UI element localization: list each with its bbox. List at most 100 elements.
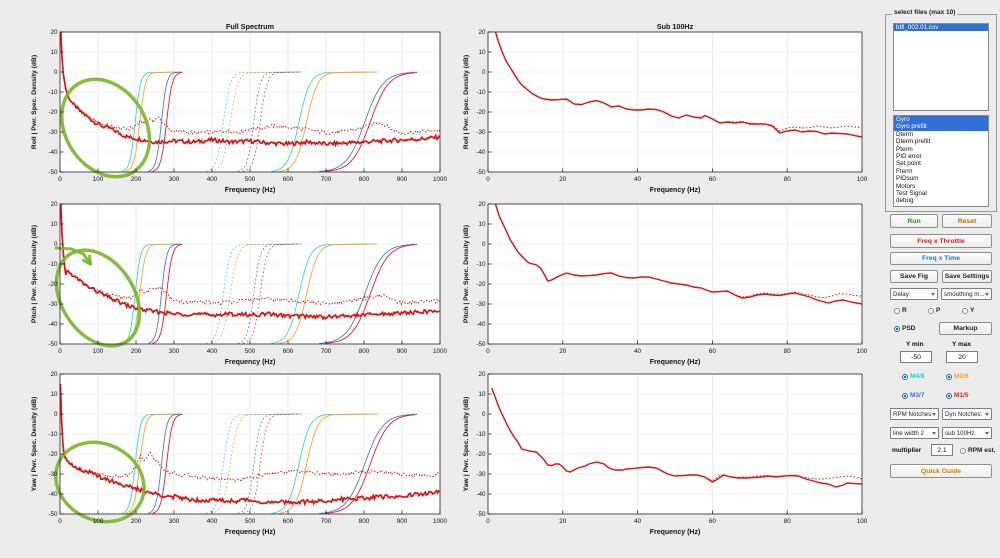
- y-min-field[interactable]: -50: [900, 351, 932, 363]
- plot-pitch-full-spectrum: 0 100 200 300 400 500 600 700 800 900 1000 -50 -40 -3…: [28, 194, 448, 375]
- motor-curve-m2-6-2x: [211, 71, 297, 172]
- y-tick-label: -40: [476, 321, 486, 328]
- chevron-down-icon: [985, 431, 989, 435]
- y-tick-label: -50: [476, 341, 486, 348]
- run-button-label: Run: [907, 217, 921, 225]
- x-tick-label: 40: [634, 176, 642, 183]
- y-tick-label: 20: [478, 201, 486, 208]
- pitch-radio[interactable]: P: [928, 307, 940, 314]
- y-tick-label: -20: [48, 281, 58, 288]
- motor-curve-m2-6-2x: [211, 243, 297, 344]
- y-tick-label: 20: [478, 29, 486, 36]
- save-settings-label: Save Settings: [944, 273, 990, 280]
- line-width-dropdown[interactable]: line width 2: [890, 427, 939, 439]
- y-tick-label: 10: [50, 49, 58, 56]
- signal-list-item[interactable]: Test Signal: [896, 189, 927, 197]
- x-tick-label: 700: [321, 176, 332, 183]
- motor-toggle-m3-7[interactable]: M3/7: [902, 392, 924, 399]
- roll-radio[interactable]: R: [894, 307, 907, 314]
- plot-yaw-full-spectrum: 0 100 200 300 400 500 600 700 800 900 1000 -50 -40 -3…: [28, 364, 448, 545]
- x-tick-label: 0: [486, 348, 490, 355]
- motor-toggle-m1-5[interactable]: M1/5: [946, 392, 968, 399]
- rpm-est-radio[interactable]: RPM est.: [960, 447, 995, 454]
- signal-list-item[interactable]: Motors: [896, 182, 916, 190]
- dyn-notches-dropdown[interactable]: Dyn Notches:: [942, 408, 992, 420]
- y-axis-label: Yaw | Pwr. Spec. Density (dB): [463, 397, 470, 492]
- motor-toggle-m2-6[interactable]: M2/6: [946, 373, 968, 380]
- yaw-radio[interactable]: Y: [962, 307, 974, 314]
- signal-list-item[interactable]: PIDsum: [896, 175, 919, 183]
- y-tick-label: -20: [476, 109, 486, 116]
- psd-radio[interactable]: PSD: [894, 325, 915, 332]
- roll-radio-label: R: [902, 307, 907, 314]
- radio-circle-icon: [902, 392, 908, 399]
- y-tick-label: -50: [476, 169, 486, 176]
- file-list-item[interactable]: btfl_002.01.csv: [894, 24, 988, 32]
- chart-svg-roll-sub: 0 20 40 60 80 100 -50 -40 -30 -20 -10 0 10 20 Frequenc…: [463, 22, 868, 194]
- x-tick-label: 60: [709, 518, 717, 525]
- y-tick-label: 0: [482, 411, 486, 418]
- y-tick-label: -40: [48, 491, 58, 498]
- freq-x-throttle-button[interactable]: Freq x Throttle: [890, 234, 992, 248]
- signal-list-item[interactable]: Dterm prefilt: [896, 138, 931, 146]
- motor-curve-m3-7-1x: [148, 413, 181, 514]
- y-tick-label: 20: [50, 371, 58, 378]
- x-tick-label: 0: [486, 176, 490, 183]
- y-tick-label: 10: [50, 391, 58, 398]
- radio-circle-icon: [894, 307, 900, 314]
- x-tick-label: 100: [93, 176, 104, 183]
- motor-curve-m4-8-2x: [206, 243, 295, 344]
- annotation-ellipse: [54, 248, 142, 348]
- gyro-trace-filtered: [59, 203, 440, 321]
- plot-yaw-sub-100hz: 0 20 40 60 80 100 -50 -40 -30 -20 -10 0 10 20 Frequenc…: [460, 364, 870, 545]
- signal-list-item[interactable]: Gyro prefilt: [894, 123, 988, 131]
- x-tick-label: 300: [169, 518, 180, 525]
- file-listbox[interactable]: btfl_002.01.csv: [893, 23, 989, 111]
- markup-button[interactable]: Markup: [939, 322, 992, 335]
- signal-list-item[interactable]: PID error: [896, 152, 922, 160]
- motor-toggle-m4-8[interactable]: M4/8: [902, 373, 924, 380]
- y-tick-label: 20: [50, 29, 58, 36]
- signal-list-item[interactable]: Fterm: [896, 167, 913, 175]
- multiplier-field[interactable]: 2.1: [931, 444, 953, 456]
- radio-circle-icon: [928, 307, 934, 314]
- signal-listbox[interactable]: Gyro Gyro prefilt Dterm Dterm prefilt Pterm P…: [893, 115, 989, 207]
- quick-guide-label: Quick Guide: [920, 467, 962, 475]
- signal-list-item[interactable]: debug: [896, 197, 914, 205]
- save-settings-button[interactable]: Save Settings: [942, 270, 992, 283]
- yaw-radio-label: Y: [970, 307, 975, 314]
- y-axis-label: Roll | Pwr. Spec. Density (dB): [31, 55, 38, 149]
- signal-list-item[interactable]: Dterm: [896, 130, 914, 138]
- chart-svg-roll-full: 0 100 200 300 400 500 600 700 800 900 1000-50-40-3…: [31, 22, 447, 194]
- rpm-notches-dropdown[interactable]: RPM Notches:: [890, 408, 939, 420]
- signal-list-item[interactable]: Gyro: [894, 116, 988, 124]
- axes-box: [487, 203, 863, 345]
- delay-dropdown[interactable]: Delay:: [890, 288, 938, 300]
- y-tick-label: 10: [478, 221, 486, 228]
- save-fig-label: Save Fig: [900, 273, 928, 280]
- sub-100hz-dropdown[interactable]: sub 100Hz: [942, 427, 992, 439]
- radio-circle-icon: [962, 307, 968, 314]
- freq-x-time-button[interactable]: Freq x Time: [890, 252, 992, 265]
- motor-curve-m2-6-1x: [125, 71, 179, 172]
- quick-guide-button[interactable]: Quick Guide: [890, 464, 992, 478]
- y-max-field[interactable]: 20: [946, 351, 978, 363]
- x-tick-label: 500: [245, 348, 256, 355]
- motor-curve-m1-5-1x: [152, 71, 183, 172]
- signal-list-item[interactable]: Pterm: [896, 145, 913, 153]
- smoothing-dropdown[interactable]: smoothing m...: [941, 288, 992, 300]
- gyro-trace-prefilt: [60, 31, 440, 136]
- plot-title: Full Spectrum: [226, 22, 274, 31]
- signal-list-item[interactable]: Set point: [896, 160, 921, 168]
- motor-curve-m1-5-3x: [324, 71, 418, 172]
- x-tick-label: 1000: [433, 518, 448, 525]
- motor-curve-m3-7-3x: [319, 413, 415, 514]
- run-button[interactable]: Run: [890, 214, 938, 228]
- chart-svg-yaw-sub: 0 20 40 60 80 100 -50 -40 -30 -20 -10 0 10 20 Frequenc…: [463, 371, 868, 536]
- x-tick-label: 500: [245, 518, 256, 525]
- y-tick-label: -40: [48, 321, 58, 328]
- plot-pitch-sub-100hz: 0 20 40 60 80 100 -50 -40 -30 -20 -10 0 10 20 Frequenc…: [460, 194, 870, 375]
- save-fig-button[interactable]: Save Fig: [890, 270, 938, 283]
- reset-button[interactable]: Reset: [942, 214, 992, 228]
